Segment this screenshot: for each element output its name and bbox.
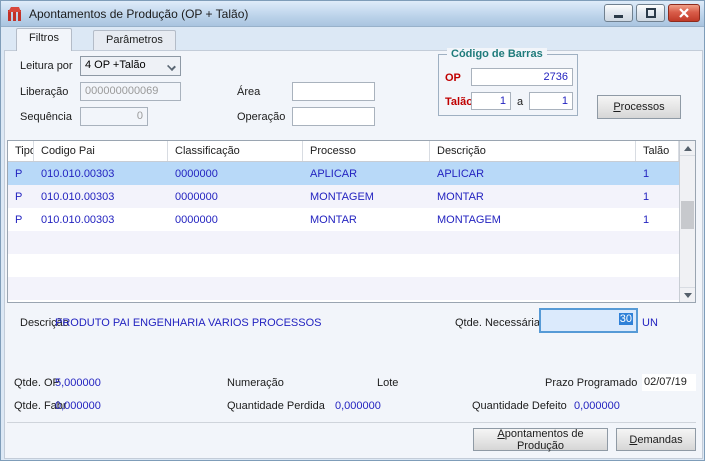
titlebar[interactable]: Apontamentos de Produção (OP + Talão) <box>1 1 704 27</box>
qtde-necessaria-label: Qtde. Necessária <box>455 317 540 329</box>
talao-to-field[interactable]: 1 <box>529 92 573 110</box>
tab-filtros[interactable]: Filtros <box>16 28 72 51</box>
codigo-de-barras-group: Código de Barras OP 2736 Talão 1 a 1 <box>438 48 578 116</box>
header-codigo-pai[interactable]: Codigo Pai <box>34 141 168 161</box>
cell-tipo: P <box>15 167 23 180</box>
demandas-button-label: Demandas <box>629 433 683 446</box>
apontamentos-button-label: Apontamentos de Produção <box>497 427 584 452</box>
header-talao[interactable]: Talão <box>636 141 679 161</box>
sequencia-label: Sequência <box>20 111 72 123</box>
tab-parametros-label: Parâmetros <box>106 34 163 46</box>
prazo-programado-label: Prazo Programado <box>545 377 638 389</box>
window-title: Apontamentos de Produção (OP + Talão) <box>29 6 249 21</box>
tab-filtros-label: Filtros <box>29 32 59 44</box>
leitura-por-value: 4 OP +Talão <box>85 59 146 71</box>
table-row[interactable]: P 010.010.00303 0000000 MONTAR MONTAGEM … <box>8 208 679 231</box>
maximize-icon <box>645 8 656 18</box>
empty-row <box>8 231 679 254</box>
cell-processo: APLICAR <box>310 167 358 180</box>
sequencia-field[interactable]: 0 <box>80 107 148 126</box>
tabstrip: Filtros Parâmetros <box>1 28 704 51</box>
scrollbar-thumb[interactable] <box>681 201 694 229</box>
liberacao-label: Liberação <box>20 86 69 98</box>
leitura-por-label: Leitura por <box>20 60 73 72</box>
op-label: OP <box>445 72 461 84</box>
op-field[interactable]: 2736 <box>471 68 573 86</box>
bottom-divider <box>7 422 696 423</box>
qtde-necessaria-unit: UN <box>642 317 658 329</box>
chevron-down-icon <box>167 62 176 71</box>
filters-panel: Leitura por 4 OP +Talão Liberação 000000… <box>4 48 703 459</box>
cell-talao: 1 <box>643 167 650 180</box>
tab-parametros[interactable]: Parâmetros <box>93 30 176 51</box>
cell-tipo: P <box>15 190 23 203</box>
talao-from-field[interactable]: 1 <box>471 92 511 110</box>
codigo-de-barras-title: Código de Barras <box>447 48 547 60</box>
table-row[interactable]: P 010.010.00303 0000000 MONTAGEM MONTAR … <box>8 185 679 208</box>
maximize-button[interactable] <box>636 4 665 22</box>
header-classificacao[interactable]: Classificação <box>168 141 303 161</box>
numeracao-label: Numeração <box>227 377 284 389</box>
cell-talao: 1 <box>643 190 650 203</box>
header-tipo[interactable]: Tipo <box>8 141 34 161</box>
cell-descricao: MONTAR <box>437 190 484 203</box>
processos-button-label: Processos <box>613 101 665 113</box>
cell-classificacao: 0000000 <box>175 190 218 203</box>
empty-row <box>8 254 679 277</box>
lote-label: Lote <box>377 377 399 389</box>
operacao-field[interactable] <box>292 107 375 126</box>
qtde-necessaria-field[interactable]: 30 <box>539 308 638 333</box>
area-label: Área <box>237 86 261 98</box>
talao-label: Talão <box>445 96 473 108</box>
qtde-op-value: 5,000000 <box>55 377 101 389</box>
cell-tipo: P <box>15 213 23 226</box>
qtde-fabr-label: Qtde. Fabr <box>14 400 67 412</box>
header-descricao[interactable]: Descrição <box>430 141 636 161</box>
process-grid: Tipo Codigo Pai Classificação Processo D… <box>7 140 696 303</box>
apontamentos-de-producao-button[interactable]: Apontamentos de Produção <box>473 427 608 452</box>
talao-range-conjunction: a <box>517 96 524 108</box>
quantidade-perdida-value: 0,000000 <box>335 400 381 412</box>
cell-codigo-pai: 010.010.00303 <box>41 167 115 180</box>
cell-classificacao: 0000000 <box>175 167 218 180</box>
qtde-necessaria-value: 30 <box>618 313 633 325</box>
scroll-up-button[interactable] <box>680 141 695 156</box>
arrow-up-icon <box>683 145 692 151</box>
arrow-down-icon <box>683 292 692 298</box>
cell-talao: 1 <box>643 213 650 226</box>
prazo-programado-field[interactable]: 02/07/19 <box>642 374 696 391</box>
table-row[interactable]: P 010.010.00303 0000000 APLICAR APLICAR … <box>8 162 679 185</box>
demandas-button[interactable]: Demandas <box>616 428 696 451</box>
qtde-op-label: Qtde. OP <box>14 377 60 389</box>
minimize-button[interactable] <box>604 4 633 22</box>
processos-button[interactable]: Processos <box>597 95 681 119</box>
grid-scrollbar[interactable] <box>679 141 695 302</box>
cell-codigo-pai: 010.010.00303 <box>41 213 115 226</box>
app-logo-icon <box>8 6 21 21</box>
liberacao-field[interactable]: 000000000069 <box>80 82 181 101</box>
operacao-label: Operação <box>237 111 286 123</box>
quantidade-perdida-label: Quantidade Perdida <box>227 400 325 412</box>
close-icon <box>679 8 689 18</box>
area-field[interactable] <box>292 82 375 101</box>
cell-codigo-pai: 010.010.00303 <box>41 190 115 203</box>
grid-header-row: Tipo Codigo Pai Classificação Processo D… <box>8 141 679 162</box>
qtde-fabr-value: 0,000000 <box>55 400 101 412</box>
leitura-por-select[interactable]: 4 OP +Talão <box>80 56 181 76</box>
empty-row <box>8 277 679 300</box>
cell-descricao: MONTAGEM <box>437 213 501 226</box>
descricao-value: PRODUTO PAI ENGENHARIA VARIOS PROCESSOS <box>55 317 322 329</box>
cell-processo: MONTAGEM <box>310 190 374 203</box>
cell-processo: MONTAR <box>310 213 357 226</box>
header-processo[interactable]: Processo <box>303 141 430 161</box>
minimize-icon <box>613 14 623 18</box>
cell-descricao: APLICAR <box>437 167 485 180</box>
scroll-down-button[interactable] <box>680 287 695 302</box>
quantidade-defeito-label: Quantidade Defeito <box>472 400 567 412</box>
descricao-label: Descrição <box>20 317 69 329</box>
cell-classificacao: 0000000 <box>175 213 218 226</box>
quantidade-defeito-value: 0,000000 <box>574 400 620 412</box>
close-button[interactable] <box>668 4 700 22</box>
